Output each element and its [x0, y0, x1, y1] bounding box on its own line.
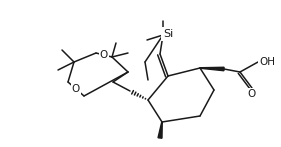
Text: OH: OH	[259, 57, 275, 67]
Text: O: O	[248, 89, 256, 99]
Polygon shape	[158, 122, 162, 138]
Text: O: O	[72, 84, 80, 94]
Polygon shape	[200, 67, 224, 71]
Text: O: O	[100, 50, 108, 60]
Text: Si: Si	[163, 29, 173, 39]
